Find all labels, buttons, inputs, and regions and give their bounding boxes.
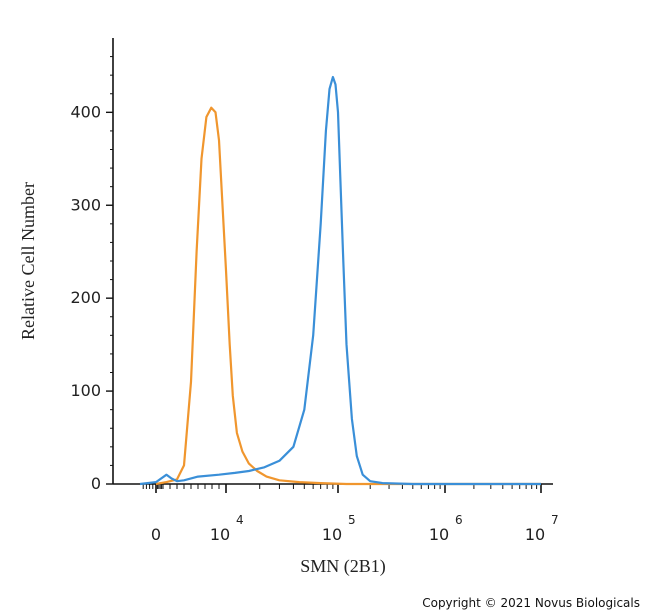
x-tick-superscript: 4 [236, 513, 244, 527]
x-tick-label: 10 [429, 525, 449, 544]
y-tick-label: 200 [70, 288, 101, 307]
y-axis-title: Relative Cell Number [18, 182, 38, 340]
x-tick-superscript: 6 [455, 513, 463, 527]
x-tick-superscript: 5 [348, 513, 356, 527]
x-tick-label: 10 [210, 525, 230, 544]
histogram-series-1 [155, 106, 541, 486]
x-tick-superscript: 7 [551, 513, 559, 527]
x-tick-label: 10 [322, 525, 342, 544]
y-axis: 0 100 200 300 400 [70, 38, 114, 493]
y-tick-label: 300 [70, 195, 101, 214]
y-tick-label: 400 [70, 102, 101, 121]
x-axis: 0 10 4 10 5 10 6 10 7 [113, 483, 559, 544]
histogram-series-2 [139, 75, 541, 486]
x-tick-label: 0 [151, 525, 161, 544]
x-axis-title: SMN (2B1) [300, 556, 386, 577]
copyright-notice: Copyright © 2021 Novus Biologicals [422, 596, 640, 610]
y-tick-label: 0 [91, 474, 101, 493]
x-tick-label: 10 [525, 525, 545, 544]
y-tick-label: 100 [70, 381, 101, 400]
series-layer [139, 75, 541, 486]
